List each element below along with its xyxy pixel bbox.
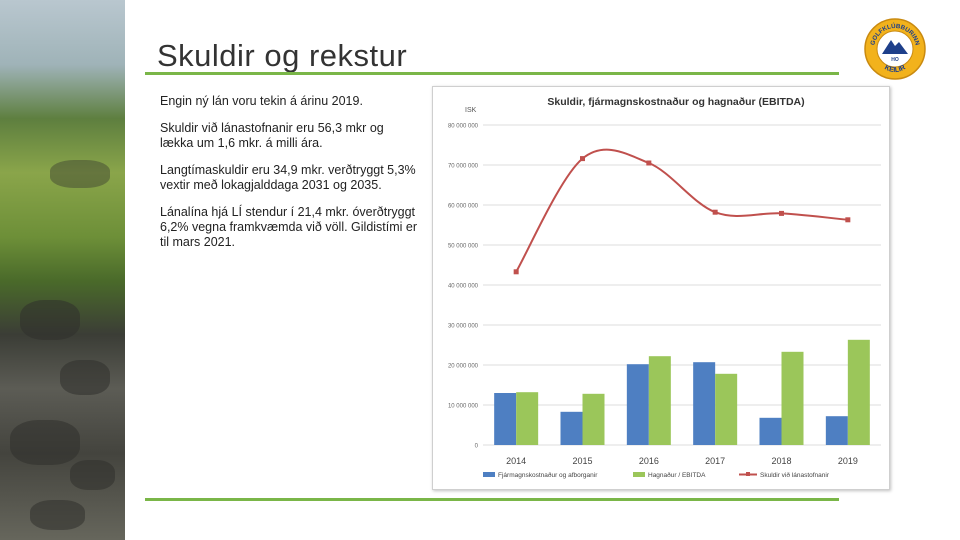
line-point <box>646 160 652 166</box>
debt-ebitda-chart: Skuldir, fjármagnskostnaður og hagnaður … <box>432 86 890 490</box>
line-point <box>712 209 718 215</box>
bullet-item: Skuldir við lánastofnanir eru 56,3 mkr o… <box>160 121 384 150</box>
y-tick-label: 30 000 000 <box>448 324 479 330</box>
y-tick-label: 50 000 000 <box>448 244 479 250</box>
bar-fjarmagnskostnadur <box>693 362 716 445</box>
golf-course-photo <box>0 0 125 540</box>
line-point <box>513 269 519 275</box>
y-axis-unit: ISK <box>465 107 477 114</box>
bar-ebitda <box>516 392 539 445</box>
logo-badge: HO <box>891 57 899 63</box>
legend-swatch-marker <box>746 472 750 476</box>
svg-text:KEILIR: KEILIR <box>883 64 907 74</box>
golfklubburinn-keilir-logo: GOLFKLÚBBURINN KEILIR HO <box>864 18 926 80</box>
bar-ebitda <box>582 393 605 445</box>
bar-fjarmagnskostnadur <box>560 411 583 445</box>
title-divider <box>145 72 839 75</box>
bullet-item: Engin ný lán voru tekin á árinu 2019. <box>160 94 363 108</box>
x-tick-label: 2016 <box>639 456 659 466</box>
bottom-divider <box>145 498 839 501</box>
bullet-item: Langtímaskuldir eru 34,9 mkr. verðtryggt… <box>160 163 416 192</box>
y-tick-label: 40 000 000 <box>448 284 479 290</box>
bar-fjarmagnskostnadur <box>494 393 517 445</box>
legend-label: Fjármagnskostnaður og afborganir <box>498 471 598 479</box>
line-point <box>845 217 851 223</box>
bar-ebitda <box>648 356 671 445</box>
x-tick-label: 2014 <box>506 456 526 466</box>
y-tick-label: 20 000 000 <box>448 364 479 370</box>
chart-title: Skuldir, fjármagnskostnaður og hagnaður … <box>547 96 804 108</box>
logo-bottom-text: KEILIR <box>883 64 907 74</box>
legend-swatch <box>483 472 495 477</box>
bar-fjarmagnskostnadur <box>759 417 782 445</box>
bar-ebitda <box>715 373 738 445</box>
y-tick-label: 60 000 000 <box>448 204 479 210</box>
bar-ebitda <box>781 351 804 445</box>
line-point <box>580 156 585 162</box>
slide-title: Skuldir og rekstur <box>157 38 408 73</box>
chart-canvas: Skuldir, fjármagnskostnaður og hagnaður … <box>448 96 881 479</box>
x-tick-label: 2015 <box>572 456 592 466</box>
bullet-list: Engin ný lán voru tekin á árinu 2019. Sk… <box>160 94 420 262</box>
y-tick-label: 0 <box>475 444 479 450</box>
legend-label: Hagnaður / EBITDA <box>648 471 706 479</box>
x-tick-label: 2019 <box>838 456 858 466</box>
x-tick-label: 2018 <box>771 456 791 466</box>
legend-label: Skuldir við lánastofnanir <box>760 471 830 479</box>
x-tick-label: 2017 <box>705 456 725 466</box>
bar-fjarmagnskostnadur <box>626 364 649 445</box>
y-tick-label: 10 000 000 <box>448 404 479 410</box>
line-point <box>779 210 784 216</box>
bar-fjarmagnskostnadur <box>825 416 848 445</box>
y-tick-label: 70 000 000 <box>448 164 479 170</box>
y-tick-label: 80 000 000 <box>448 124 479 130</box>
line-skuldir <box>515 148 848 273</box>
legend-swatch <box>633 472 645 477</box>
bullet-item: Lánalína hjá LÍ stendur í 21,4 mkr. óver… <box>160 205 418 249</box>
bar-ebitda <box>847 339 870 445</box>
